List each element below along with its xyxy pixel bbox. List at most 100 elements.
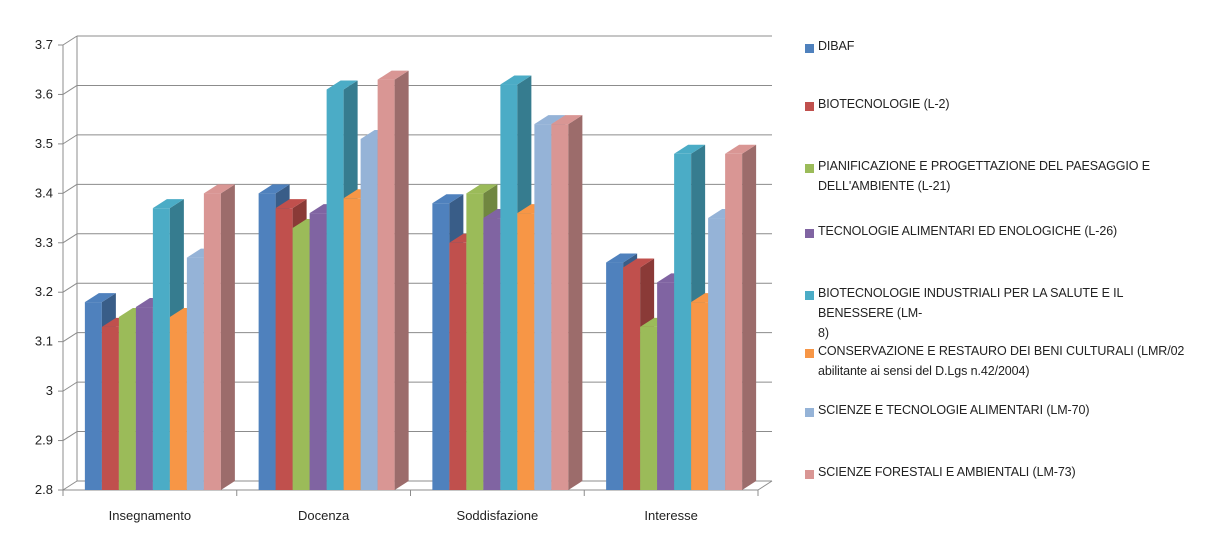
bar-front-face <box>517 213 535 490</box>
bar-front-face <box>377 79 395 490</box>
bar-side-face <box>742 144 757 490</box>
bar-front-face <box>708 218 726 491</box>
bar-front-face <box>343 198 361 490</box>
y-tick-label: 3.3 <box>35 235 53 250</box>
bar-front-face <box>483 218 501 491</box>
legend-label: BIOTECNOLOGIE INDUSTRIALI PER LA SALUTE … <box>818 283 1195 343</box>
gridline-depth <box>62 85 78 95</box>
y-tick-label: 3.7 <box>35 37 53 52</box>
bar <box>551 115 583 490</box>
y-tick-label: 2.8 <box>35 482 53 497</box>
legend-item: TECNOLOGIE ALIMENTARI ED ENOLOGICHE (L-2… <box>805 224 1195 241</box>
legend-item: BIOTECNOLOGIE (L-2) <box>805 97 1195 114</box>
bar <box>377 70 409 490</box>
y-tick-label: 3.1 <box>35 334 53 349</box>
bar-top-face <box>534 115 566 125</box>
legend-item: PIANIFICAZIONE E PROGETTAZIONE DEL PAESA… <box>805 159 1195 196</box>
bars <box>84 70 757 491</box>
y-tick-label: 3 <box>46 383 53 398</box>
legend-label: SCIENZE FORESTALI E AMBIENTALI (LM-73) <box>818 462 1076 482</box>
legend-label-line: CONSERVAZIONE E RESTAURO DEI BENI CULTUR… <box>818 344 1185 358</box>
legend-label-line: SCIENZE FORESTALI E AMBIENTALI (LM-73) <box>818 465 1076 479</box>
bar-front-face <box>674 153 692 490</box>
bar-front-face <box>657 282 675 490</box>
legend-swatch <box>805 44 814 53</box>
legend-label: PIANIFICAZIONE E PROGETTAZIONE DEL PAESA… <box>818 156 1150 196</box>
gridline-depth <box>62 183 78 194</box>
bar-side-face <box>568 115 583 490</box>
legend-label: CONSERVAZIONE E RESTAURO DEI BENI CULTUR… <box>818 341 1184 381</box>
x-category-label: Docenza <box>298 508 350 523</box>
bar-front-face <box>432 203 450 490</box>
bar-front-face <box>360 138 378 490</box>
gridline-depth <box>62 35 78 46</box>
bar-front-face <box>606 262 624 490</box>
bar-top-face <box>606 253 638 263</box>
bar-top-face <box>725 144 757 154</box>
bar-front-face <box>623 267 641 490</box>
legend-label-line: BIOTECNOLOGIE (L-2) <box>818 97 950 111</box>
bar-side-face <box>394 70 409 490</box>
bar-top-face <box>326 80 358 90</box>
legend-swatch <box>805 291 814 300</box>
y-tick-label: 3.6 <box>35 86 53 101</box>
legend-label-line: PIANIFICAZIONE E PROGETTAZIONE DEL PAESA… <box>818 159 1151 173</box>
bar <box>203 184 235 491</box>
bar-front-face <box>500 84 518 491</box>
bar-top-face <box>258 184 290 194</box>
legend-label-line: DELL'AMBIENTE (L-21) <box>818 179 951 193</box>
legend-label-line: TECNOLOGIE ALIMENTARI ED ENOLOGICHE (L-2… <box>818 224 1118 238</box>
x-category-label: Insegnamento <box>109 508 191 523</box>
bar-top-face <box>432 194 464 204</box>
bar-front-face <box>309 213 327 490</box>
legend-label-line: DIBAF <box>818 39 855 53</box>
bar-top-face <box>674 144 706 154</box>
legend-swatch <box>805 349 814 358</box>
bar-top-face <box>152 199 184 209</box>
legend-label: BIOTECNOLOGIE (L-2) <box>818 94 950 114</box>
gridline-depth <box>62 381 78 392</box>
bar-top-face <box>551 115 583 125</box>
bar-front-face <box>101 326 119 490</box>
gridline-depth <box>62 480 78 491</box>
gridline-depth <box>62 282 78 293</box>
bar-front-face <box>152 208 170 490</box>
legend-item: DIBAF <box>805 39 1195 56</box>
bar-front-face <box>466 193 484 491</box>
legend-item: BIOTECNOLOGIE INDUSTRIALI PER LA SALUTE … <box>805 286 1195 343</box>
bar-top-face <box>623 258 655 268</box>
x-category-label: Soddisfazione <box>457 508 539 523</box>
bar-top-face <box>275 199 307 209</box>
gridline-depth <box>62 134 78 145</box>
gridline-depth <box>62 332 78 343</box>
bar-front-face <box>169 316 187 490</box>
bar-front-face <box>275 208 293 490</box>
legend-item: SCIENZE E TECNOLOGIE ALIMENTARI (LM-70) <box>805 403 1195 420</box>
bar-top-face <box>203 184 235 194</box>
bar-front-face <box>551 124 569 490</box>
bar-side-face <box>220 184 235 491</box>
legend-label-line: BIOTECNOLOGIE INDUSTRIALI PER LA SALUTE … <box>818 286 1123 320</box>
bar-top-face <box>466 184 498 194</box>
legend-swatch <box>805 470 814 479</box>
legend: DIBAF BIOTECNOLOGIE (L-2) PIANIFICAZIONE E… <box>805 0 1200 538</box>
legend-label-line: SCIENZE E TECNOLOGIE ALIMENTARI (LM-70) <box>818 403 1090 417</box>
y-tick-label: 3.5 <box>35 136 53 151</box>
legend-label: DIBAF <box>818 36 854 56</box>
bar-front-face <box>640 326 658 490</box>
gridline-depth <box>62 233 78 244</box>
legend-item: CONSERVAZIONE E RESTAURO DEI BENI CULTUR… <box>805 344 1195 381</box>
floor-edge <box>757 480 773 491</box>
bar-front-face <box>203 193 221 491</box>
gridline-depth <box>62 431 78 441</box>
bar-front-face <box>135 307 153 490</box>
bar-top-face <box>377 70 409 80</box>
y-tick-label: 3.4 <box>35 185 53 200</box>
legend-item: SCIENZE FORESTALI E AMBIENTALI (LM-73) <box>805 465 1195 482</box>
bar-front-face <box>186 257 204 490</box>
bar-front-face <box>84 302 102 490</box>
x-category-label: Interesse <box>644 508 697 523</box>
bar-top-face <box>84 293 116 303</box>
legend-label-line: 8) <box>818 326 829 340</box>
